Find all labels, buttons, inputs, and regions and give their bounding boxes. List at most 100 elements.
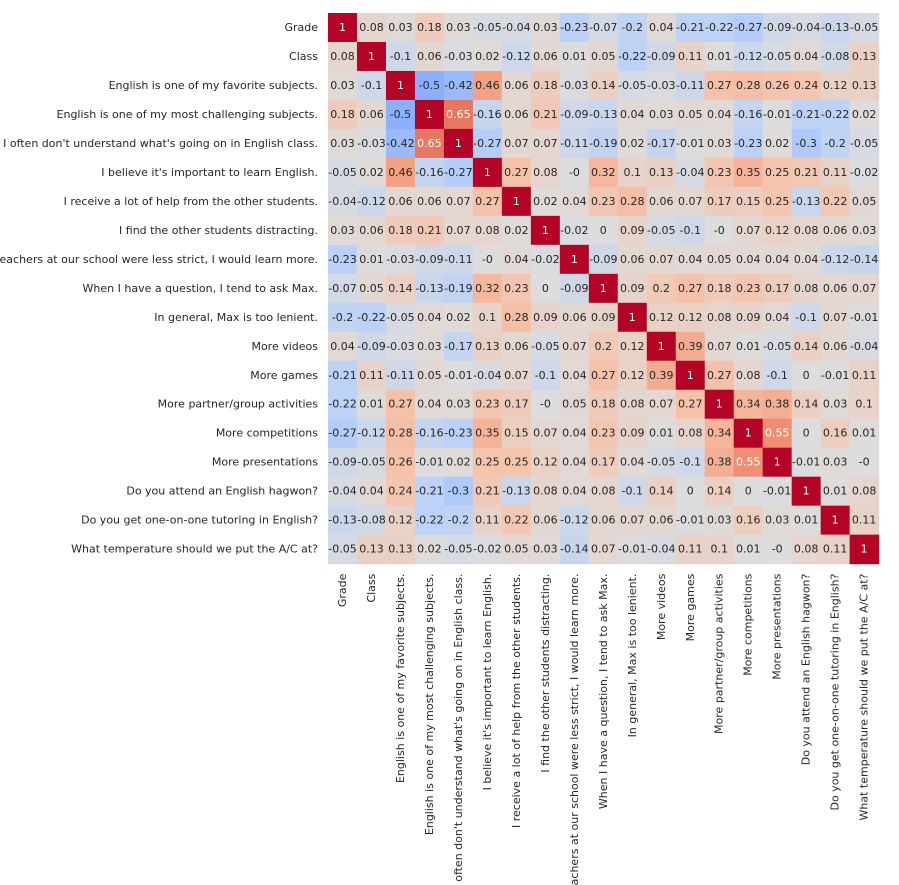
heatmap-cell (849, 70, 880, 101)
heatmap-cell (559, 447, 590, 478)
heatmap-cell (791, 244, 822, 275)
cell-value-label: 0.06 (649, 195, 674, 208)
heatmap-cell (414, 331, 445, 362)
heatmap-cell (762, 418, 793, 449)
y-tick-label: More videos (251, 340, 318, 353)
heatmap-cell (646, 128, 677, 159)
heatmap-cell (762, 476, 793, 507)
heatmap-cell (849, 41, 880, 72)
cell-value-label: -0.01 (676, 514, 704, 527)
cell-value-label: 0.04 (620, 456, 645, 469)
heatmap-cell (588, 331, 619, 362)
cell-value-label: 1 (600, 282, 607, 295)
cell-value-label: 0.27 (707, 369, 732, 382)
cell-value-label: -0.01 (676, 137, 704, 150)
y-tick-label: More partner/group activities (158, 398, 319, 411)
cell-value-label: 0.21 (794, 166, 819, 179)
cell-value-label: -0.04 (502, 21, 530, 34)
heatmap-cell (617, 157, 648, 188)
cell-value-label: -0.05 (444, 543, 472, 556)
cell-value-label: 0 (600, 224, 607, 237)
cell-value-label: 0.11 (475, 514, 500, 527)
x-tick-label: When I have a question, I tend to ask Ma… (597, 574, 610, 809)
cell-value-label: 0.11 (852, 514, 877, 527)
x-tick-label: More videos (655, 573, 668, 640)
y-tick-label: In general, Max is too lenient. (154, 311, 318, 324)
y-tick-label: If the teachers at our school were less … (0, 253, 318, 266)
heatmap-cell (588, 302, 619, 333)
cell-value-label: 0.38 (707, 456, 732, 469)
cell-value-label: -0.22 (821, 108, 849, 121)
heatmap-cell (849, 360, 880, 391)
heatmap-cell (849, 418, 880, 449)
heatmap-cell (646, 505, 677, 536)
cell-value-label: 0.16 (736, 514, 761, 527)
heatmap-cell (414, 99, 445, 130)
heatmap-cell (733, 534, 764, 565)
cell-value-label: 0.26 (388, 456, 413, 469)
y-tick-label: What temperature should we put the A/C a… (71, 543, 318, 556)
cell-value-label: 0.07 (562, 340, 587, 353)
heatmap-cell (617, 99, 648, 130)
cell-value-label: 0.25 (504, 456, 529, 469)
cell-value-label: 1 (368, 50, 375, 63)
heatmap-cell (791, 70, 822, 101)
heatmap-cell (414, 389, 445, 420)
heatmap-cell (762, 244, 793, 275)
heatmap-cell (762, 505, 793, 536)
heatmap-cell (588, 99, 619, 130)
heatmap-cell (501, 505, 532, 536)
heatmap-cell (762, 447, 793, 478)
heatmap-cell (849, 273, 880, 304)
heatmap-cell (356, 157, 387, 188)
cell-value-label: 0.35 (475, 427, 500, 440)
cell-value-label: 0.13 (852, 79, 877, 92)
y-tick-label: English is one of my most challenging su… (57, 108, 318, 121)
cell-value-label: 0.17 (707, 195, 732, 208)
heatmap-cell (501, 244, 532, 275)
cell-value-label: -0.27 (473, 137, 501, 150)
heatmap-cell (820, 360, 851, 391)
cell-value-label: -0.1 (680, 224, 701, 237)
x-tick-label: I receive a lot of help from the other s… (510, 574, 523, 828)
cell-value-label: 0.07 (504, 369, 529, 382)
heatmap-cell (849, 331, 880, 362)
cell-value-label: -0.27 (444, 166, 472, 179)
heatmap-cell (443, 128, 474, 159)
heatmap-cell (791, 360, 822, 391)
cell-value-label: 1 (484, 166, 491, 179)
cell-value-label: -0.01 (821, 369, 849, 382)
heatmap-cell (588, 13, 619, 43)
heatmap-cell (820, 128, 851, 159)
cell-value-label: 0.02 (852, 108, 877, 121)
heatmap-cell (820, 70, 851, 101)
cell-value-label: -0.05 (850, 21, 878, 34)
cell-value-label: 0.07 (620, 514, 645, 527)
heatmap-cell (646, 186, 677, 217)
cell-value-label: 0.23 (591, 427, 616, 440)
cell-value-label: -0.07 (328, 282, 356, 295)
heatmap-cell (646, 70, 677, 101)
cell-value-label: 0.39 (678, 340, 703, 353)
cell-value-label: 0.01 (736, 543, 761, 556)
cell-value-label: 0.07 (533, 427, 558, 440)
cell-value-label: -0.1 (766, 369, 787, 382)
cell-value-label: -0.1 (795, 311, 816, 324)
heatmap-cell (472, 41, 503, 72)
heatmap-cell (443, 505, 474, 536)
cell-value-label: 0.06 (388, 195, 413, 208)
y-tick-label: Grade (284, 21, 318, 34)
cell-value-label: 1 (542, 224, 549, 237)
cell-value-label: 0.06 (359, 224, 384, 237)
x-tick-label: Grade (336, 573, 349, 607)
cell-value-label: -0.13 (415, 282, 443, 295)
heatmap-cell (472, 70, 503, 101)
heatmap-cell (530, 157, 561, 188)
heatmap-cell (472, 128, 503, 159)
cell-value-label: -0.42 (444, 79, 472, 92)
y-tick-label: I receive a lot of help from the other s… (64, 195, 318, 208)
heatmap-cell (617, 534, 648, 565)
heatmap-cell (385, 331, 416, 362)
cell-value-label: -0.05 (328, 543, 356, 556)
cell-value-label: 0 (803, 369, 810, 382)
